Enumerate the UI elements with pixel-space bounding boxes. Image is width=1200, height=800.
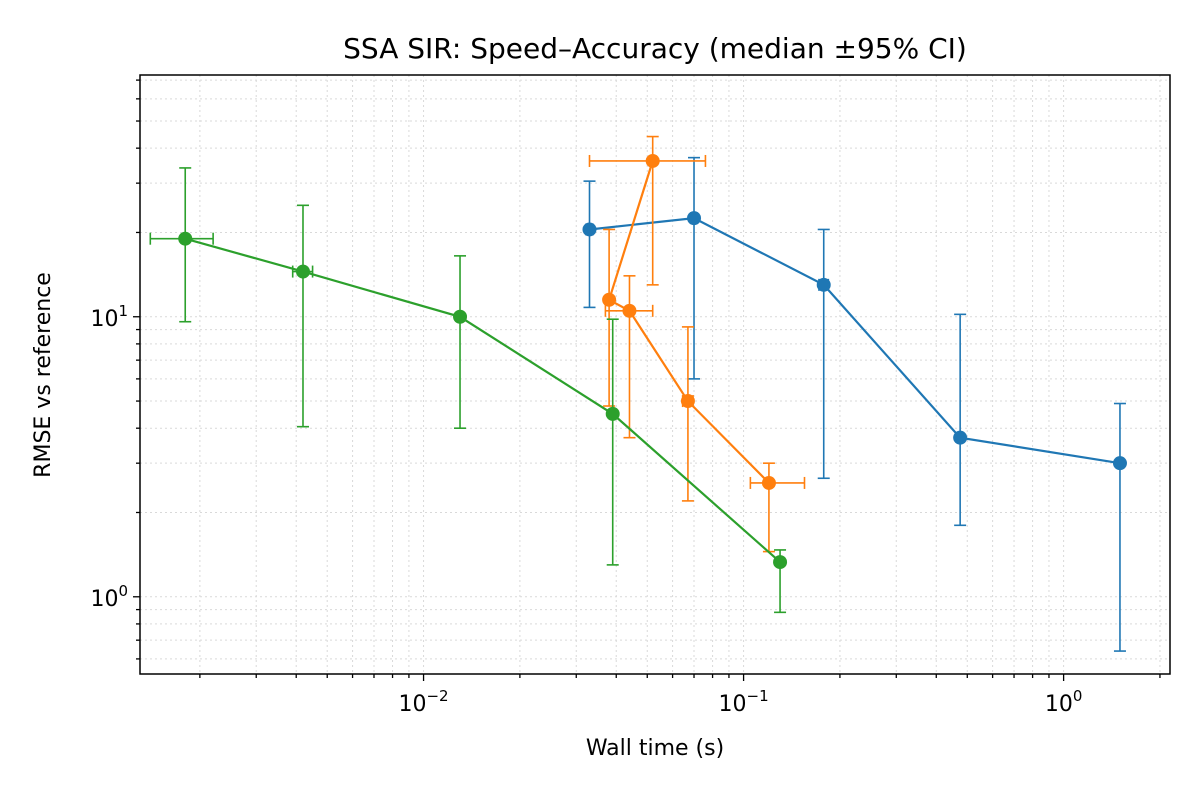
x-tick-label: 100 xyxy=(1045,687,1083,717)
grid-lines xyxy=(140,75,1170,674)
data-point xyxy=(602,292,617,307)
y-tick-label: 100 xyxy=(90,582,128,612)
data-point xyxy=(605,406,620,421)
series-line xyxy=(589,216,1121,465)
series-1 xyxy=(582,156,1127,652)
data-point xyxy=(582,222,597,237)
data-point xyxy=(761,475,776,490)
y-tick-label: 101 xyxy=(90,302,128,332)
data-series xyxy=(149,135,1127,652)
plot-frame xyxy=(139,74,1171,675)
data-point xyxy=(622,303,637,318)
data-point xyxy=(1112,456,1127,471)
y-axis-label: RMSE vs reference xyxy=(31,272,56,478)
x-tick-label: 10−1 xyxy=(719,687,769,717)
series-2 xyxy=(588,135,806,553)
data-point xyxy=(773,555,788,570)
data-point xyxy=(953,430,968,445)
chart-title: SSA SIR: Speed–Accuracy (median ±95% CI) xyxy=(343,32,967,65)
data-point xyxy=(178,231,193,246)
axis-ticks: 10−2 10−1 100 100 101 xyxy=(90,79,1161,717)
x-tick-label: 10−2 xyxy=(398,687,448,717)
x-axis-label: Wall time (s) xyxy=(586,736,724,761)
series-3 xyxy=(149,167,788,614)
data-point xyxy=(645,153,660,168)
data-point xyxy=(295,264,310,279)
data-point xyxy=(816,277,831,292)
data-point xyxy=(687,211,702,226)
series-line xyxy=(607,160,770,484)
data-point xyxy=(680,394,695,409)
data-point xyxy=(453,309,468,324)
